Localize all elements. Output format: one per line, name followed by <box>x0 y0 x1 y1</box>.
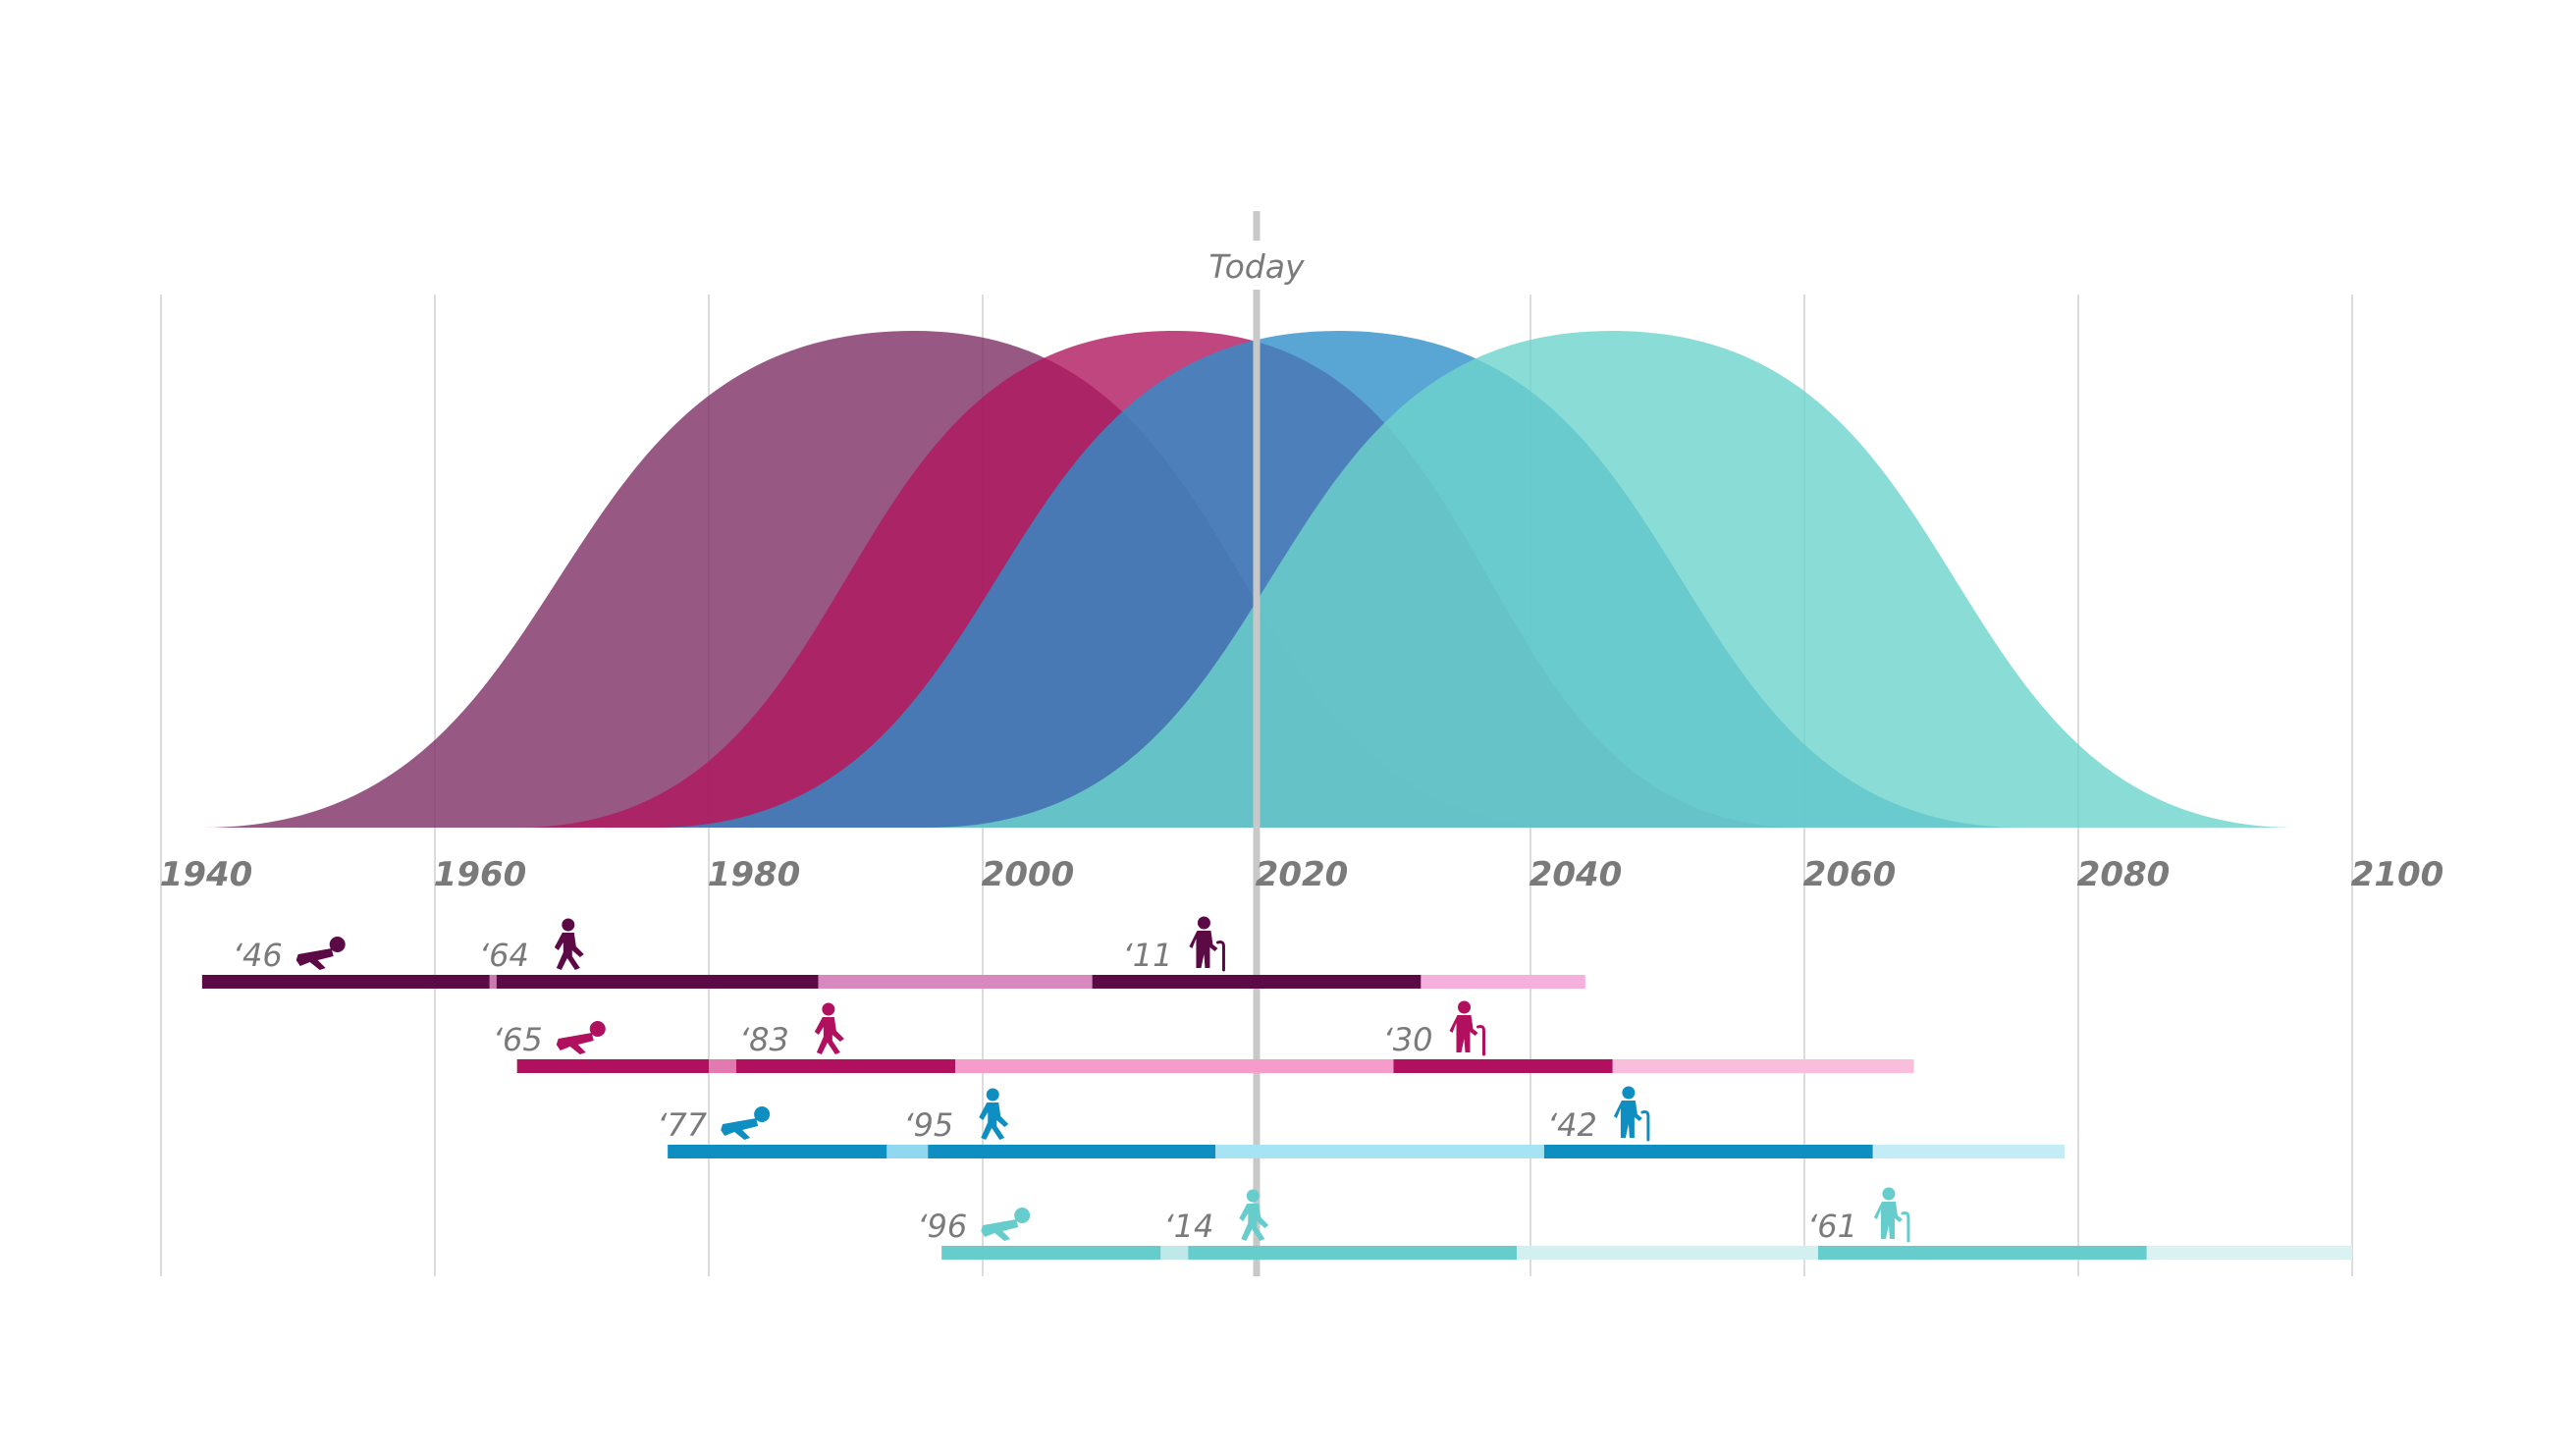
timeline-segment <box>2146 1246 2352 1260</box>
marker-year-label: ‘83 <box>739 1021 789 1058</box>
timeline-segment <box>1872 1145 2066 1158</box>
timeline-segment <box>735 1059 956 1073</box>
timeline-segment <box>201 975 490 989</box>
baby-crawling-icon <box>295 937 346 970</box>
timeline-segment <box>1421 975 1585 989</box>
person-walking-icon <box>979 1088 1009 1140</box>
person-walking-icon <box>554 918 584 970</box>
marker-year-label: ‘14 <box>1163 1208 1213 1245</box>
tick-label-2100: 2100 <box>2351 855 2444 894</box>
timeline-segment <box>1817 1246 2147 1260</box>
timeline-segment <box>818 975 1093 989</box>
generation-timelines: ‘46 ‘64 ‘11 ‘65 ‘83 ‘30 ‘77 ‘95 ‘42 ‘96 ‘14 ‘61 <box>201 916 2352 1260</box>
generation-curve-4 <box>928 331 2298 828</box>
timeline-segment <box>1517 1246 1818 1260</box>
timeline-segment <box>1215 1145 1544 1158</box>
elderly-person-cane-icon <box>1449 1000 1485 1056</box>
elderly-person-cane-icon <box>1613 1086 1650 1142</box>
generation-curves <box>201 331 2298 828</box>
timeline-segment <box>1092 975 1422 989</box>
marker-year-label: ‘61 <box>1807 1208 1857 1245</box>
today-marker: Today <box>1198 211 1315 1276</box>
timeline-segment <box>941 1246 1161 1260</box>
timeline-segment <box>1612 1059 1914 1073</box>
marker-year-label: ‘46 <box>233 937 283 974</box>
marker-year-label: ‘64 <box>479 937 529 974</box>
tick-label-2040: 2040 <box>1530 855 1623 894</box>
marker-year-label: ‘30 <box>1383 1021 1433 1058</box>
timeline-row-4: ‘96 ‘14 ‘61 <box>917 1187 2352 1260</box>
tick-label-1980: 1980 <box>708 855 801 894</box>
timeline-segment <box>668 1145 887 1158</box>
today-label: Today <box>1209 247 1305 286</box>
marker-year-label: ‘96 <box>917 1208 967 1245</box>
tick-label-1960: 1960 <box>434 855 527 894</box>
timeline-segment <box>1543 1145 1873 1158</box>
marker-year-label: ‘77 <box>657 1106 708 1144</box>
timeline-segment <box>955 1059 1394 1073</box>
tick-label-2000: 2000 <box>982 855 1075 894</box>
timeline-segment <box>709 1059 736 1073</box>
timeline-row-2: ‘65 ‘83 ‘30 <box>493 1000 1914 1073</box>
tick-label-2060: 2060 <box>1803 855 1897 894</box>
marker-year-label: ‘95 <box>903 1106 953 1144</box>
x-axis-ticks: 1940 1960 1980 2000 2020 2040 2060 2080 2100 <box>160 855 2444 894</box>
timeline-segment <box>516 1059 709 1073</box>
marker-year-label: ‘42 <box>1547 1106 1597 1144</box>
elderly-person-cane-icon <box>1189 916 1225 972</box>
baby-crawling-icon <box>981 1208 1031 1241</box>
person-walking-icon <box>814 1002 844 1054</box>
timeline-segment <box>886 1145 929 1158</box>
timeline-segment <box>928 1145 1216 1158</box>
timeline-segment <box>1160 1246 1189 1260</box>
tick-label-1940: 1940 <box>160 855 253 894</box>
person-walking-icon <box>1239 1189 1269 1241</box>
timeline-row-1: ‘46 ‘64 ‘11 <box>201 916 1585 989</box>
timeline-segment <box>489 975 497 989</box>
timeline-segment <box>1393 1059 1613 1073</box>
tick-label-2020: 2020 <box>1256 855 1349 894</box>
baby-crawling-icon <box>556 1021 606 1054</box>
timeline-segment <box>1188 1246 1518 1260</box>
today-label-bg <box>1198 241 1315 290</box>
baby-crawling-icon <box>721 1106 771 1140</box>
elderly-person-cane-icon <box>1873 1187 1910 1243</box>
timeline-row-3: ‘77 ‘95 ‘42 <box>657 1086 2066 1158</box>
timeline-segment <box>496 975 819 989</box>
marker-year-label: ‘65 <box>493 1021 543 1058</box>
tick-label-2080: 2080 <box>2077 855 2171 894</box>
marker-year-label: ‘11 <box>1123 937 1173 974</box>
